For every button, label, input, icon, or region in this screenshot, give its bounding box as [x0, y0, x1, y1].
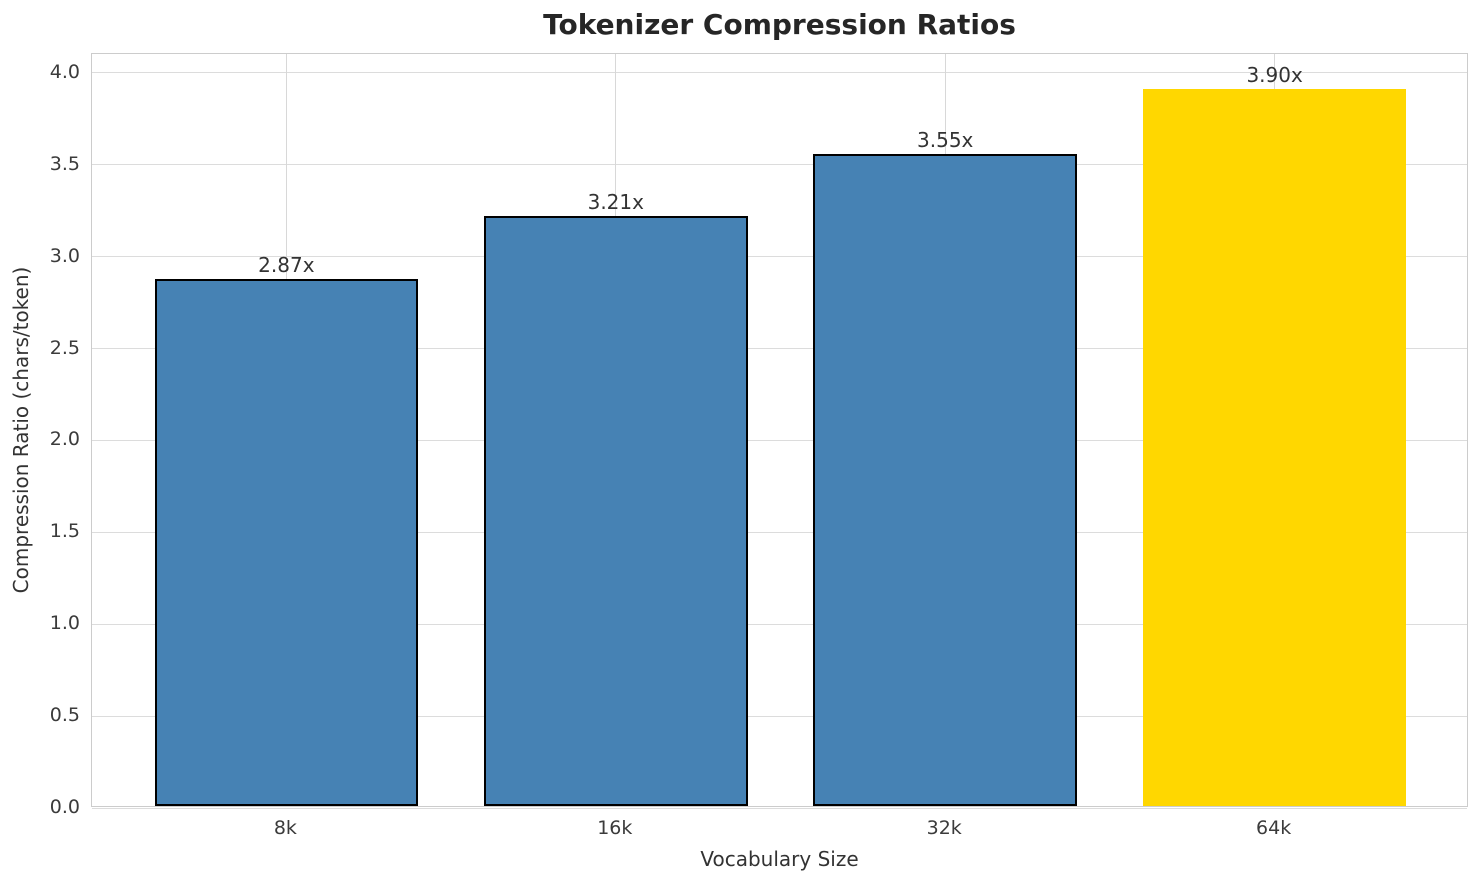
y-tick-label-0.0: 0.0 — [49, 796, 80, 818]
gridline-y-1.5 — [92, 531, 1467, 533]
bar-8k — [154, 278, 419, 806]
gridline-y-2.5 — [92, 348, 1467, 350]
plot-area: 2.87x 3.21x 3.55x 3.90x — [91, 53, 1468, 809]
gridline-y-1 — [92, 623, 1467, 625]
y-tick-label-4.0: 4.0 — [49, 60, 80, 83]
gridline-y-4 — [92, 72, 1467, 74]
y-tick-label-1.0: 1.0 — [49, 612, 80, 635]
x-tick-label-16k: 16k — [597, 817, 633, 839]
chart-title: Tokenizer Compression Ratios — [543, 8, 1016, 41]
y-tick-label-1.5: 1.5 — [49, 520, 80, 543]
bar-value-label-8k: 2.87x — [258, 252, 315, 277]
bar-value-label-32k: 3.55x — [917, 127, 974, 152]
y-tick-label-2.0: 2.0 — [49, 428, 80, 451]
gridline-y-0 — [92, 807, 1467, 809]
gridline-y-3 — [92, 256, 1467, 258]
bar-value-label-64k: 3.90x — [1246, 63, 1303, 88]
bar-64k — [1142, 89, 1407, 806]
y-tick-label-3.5: 3.5 — [49, 152, 80, 175]
gridline-y-0.5 — [92, 715, 1467, 717]
gridline-y-3.5 — [92, 164, 1467, 166]
x-tick-label-64k: 64k — [1256, 817, 1292, 839]
y-axis-label: Compression Ratio (chars/token) — [9, 266, 33, 594]
bar-16k — [484, 216, 748, 806]
y-tick-label-0.5: 0.5 — [49, 704, 80, 727]
bar-32k — [813, 153, 1077, 806]
x-axis-label: Vocabulary Size — [700, 847, 859, 871]
gridline-y-2 — [92, 439, 1467, 441]
y-tick-label-2.5: 2.5 — [49, 336, 80, 359]
y-tick-label-3.0: 3.0 — [49, 244, 80, 267]
x-tick-label-8k: 8k — [273, 817, 297, 839]
x-tick-label-32k: 32k — [926, 817, 962, 839]
bar-value-label-16k: 3.21x — [587, 190, 644, 215]
